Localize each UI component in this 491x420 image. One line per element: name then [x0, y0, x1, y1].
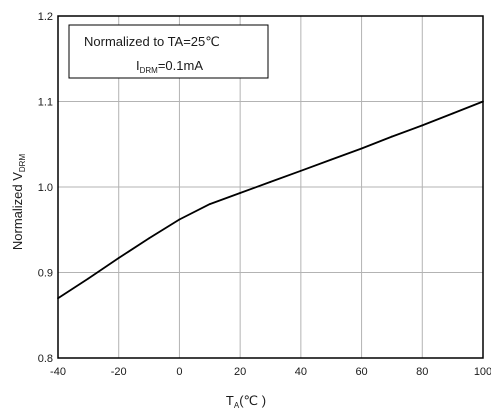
data-point [239, 192, 242, 194]
x-axis-title-main: T [226, 393, 234, 408]
plot-frame [57, 15, 484, 359]
series-layer [57, 100, 484, 300]
x-axis-title-sub: A [234, 401, 240, 410]
data-point [360, 147, 363, 150]
annotation-box: Normalized to TA=25℃ IDRM=0.1mA [68, 24, 269, 79]
data-point [391, 135, 393, 138]
x-tick-label: 80 [416, 366, 428, 378]
data-point [178, 218, 181, 221]
data-point [208, 203, 211, 206]
annotation-line-2-main: I [136, 58, 140, 73]
data-point [421, 124, 424, 127]
y-tick-label: 1.1 [38, 97, 53, 109]
y-axis-title: Normalized VDRM [10, 154, 27, 251]
annotation-line-2: IDRM=0.1mA [136, 58, 203, 75]
data-point [269, 180, 272, 183]
data-point [299, 169, 302, 172]
tick-labels: -40 -20 0 20 40 60 80 100 0.8 0.9 1.0 1.1 1.2 [38, 11, 491, 378]
series-line [57, 100, 484, 299]
y-tick-label: 0.9 [38, 268, 53, 280]
x-tick-label: 40 [295, 366, 307, 378]
data-point [451, 112, 454, 115]
y-axis-title-prefix: Normalized V [10, 172, 25, 250]
data-point [330, 158, 333, 161]
y-tick-label: 0.8 [38, 353, 53, 365]
y-tick-label: 1.0 [38, 182, 53, 194]
y-tick-label: 1.2 [38, 11, 53, 23]
plot-area-frame [57, 15, 484, 359]
annotation-line-2-rest: =0.1mA [158, 58, 203, 73]
x-tick-label: 0 [176, 366, 182, 378]
x-axis-title: TA(℃ ) [226, 393, 266, 410]
x-axis-title-unit: (℃ ) [239, 393, 266, 408]
annotation-line-1: Normalized to TA=25℃ [84, 34, 220, 49]
x-tick-label: -20 [111, 366, 127, 378]
data-point [117, 257, 120, 259]
data-point [148, 237, 150, 240]
x-tick-label: 20 [234, 366, 246, 378]
annotation-line-2-sub: DRM [140, 66, 159, 75]
data-point [87, 277, 90, 280]
y-axis-title-sub: DRM [18, 154, 27, 173]
x-tick-label: -40 [50, 366, 66, 378]
x-tick-label: 60 [355, 366, 367, 378]
x-tick-label: 100 [474, 366, 491, 378]
